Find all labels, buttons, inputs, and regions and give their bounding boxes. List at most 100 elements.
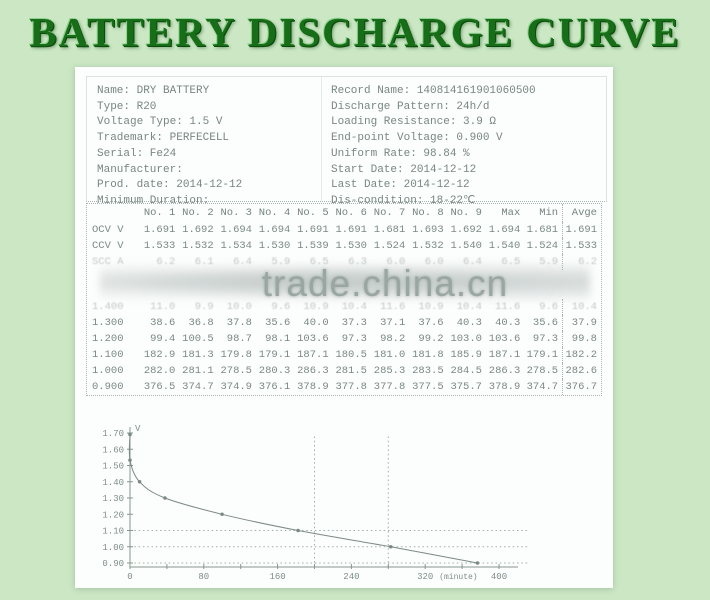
table-cell: 99.4 — [150, 333, 176, 345]
table-cell: 378.9 — [297, 381, 329, 393]
table-cell: 99.2 — [418, 333, 444, 345]
table-cell: 374.7 — [526, 381, 559, 393]
table-row-label: 1.400 — [92, 301, 124, 313]
info-line: Name: DRY BATTERY — [97, 85, 210, 97]
table-cell: 282.6 — [562, 363, 601, 379]
scanned-report: Name: DRY BATTERY Type: R20 Voltage Type: … — [75, 67, 613, 588]
table-cell: 37.3 — [341, 317, 367, 329]
table-cell: 1.691 — [335, 224, 367, 236]
table-cell: 180.5 — [335, 349, 367, 361]
table-row-label: 1.300 — [92, 317, 124, 329]
info-line: Uniform Rate: 98.84 % — [331, 147, 470, 160]
table-row: 1.100 182.9 181.3 179.8 179.1 187.1 180.5 181.0… — [87, 347, 601, 363]
table-cell: 98.1 — [265, 333, 291, 345]
table-cell: 103.6 — [297, 333, 329, 345]
results-table-box: No. 1 No. 2 No. 3 No. 4 No. 5 No. 6 No. 7 No. 8… — [86, 203, 602, 396]
table-cell: 1.539 — [297, 240, 329, 252]
svg-text:1.10: 1.10 — [102, 527, 124, 537]
info-line: Trademark: PERFECELL — [97, 132, 230, 145]
table-cell: 187.1 — [488, 349, 521, 361]
table-row: 1.400 11.0 9.9 10.0 9.6 10.9 10.4 11.6 10.9 10.4 1… — [87, 299, 601, 315]
table-cell: 376.7 — [562, 379, 601, 395]
table-cell: 1.681 — [526, 224, 559, 236]
svg-text:400: 400 — [491, 572, 507, 582]
table-cell: 6.2 — [141, 254, 179, 270]
svg-text:1.60: 1.60 — [102, 445, 124, 455]
table-cell: 1.532 — [182, 240, 214, 252]
info-line: Last Date: 2014-12-12 — [331, 179, 470, 192]
table-cell: 1.534 — [220, 240, 252, 252]
table-cell: 6.5 — [294, 254, 332, 270]
table-cell: 1.681 — [373, 224, 406, 236]
table-cell: 378.9 — [488, 381, 521, 393]
table-cell: 97.3 — [532, 333, 559, 345]
page-title: BATTERY DISCHARGE CURVE — [29, 9, 681, 55]
info-line: Start Date: 2014-12-12 — [331, 163, 477, 176]
info-line: Discharge Pattern: 24h/d — [331, 100, 490, 113]
table-row-label: 1.200 — [92, 333, 124, 345]
table-row-label: 1.000 — [92, 365, 124, 377]
table-cell: 181.0 — [373, 349, 406, 361]
watermark-text: trade.china.cn — [261, 263, 509, 304]
table-cell: 40.3 — [495, 317, 521, 329]
table-cell: 179.8 — [220, 349, 252, 361]
table-cell: 10.4 — [456, 301, 482, 313]
table-cell: 5.9 — [256, 254, 294, 270]
info-line: Voltage Type: 1.5 V — [97, 116, 223, 129]
table-cell: 6.4 — [218, 254, 256, 270]
table-cell: 37.6 — [418, 317, 444, 329]
table-cell: 6.5 — [486, 254, 524, 270]
table-cell: 1.694 — [220, 224, 252, 236]
svg-text:0.90: 0.90 — [102, 559, 124, 569]
info-column-left: Name: DRY BATTERY Type: R20 Voltage Type: … — [97, 84, 242, 210]
table-cell: 377.8 — [335, 381, 367, 393]
table-cell: 38.6 — [150, 317, 176, 329]
table-cell: 9.6 — [271, 301, 291, 313]
table-cell: 99.8 — [562, 331, 601, 347]
table-column-header: No. 7 — [373, 207, 406, 219]
table-cell: 11.0 — [150, 301, 176, 313]
table-cell: 179.1 — [526, 349, 559, 361]
table-cell: 1.693 — [412, 224, 444, 236]
svg-text:240: 240 — [343, 572, 359, 582]
table-row-label: OCV V — [92, 224, 124, 236]
table-cell: 1.530 — [335, 240, 367, 252]
svg-text:1.70: 1.70 — [102, 429, 124, 439]
table-cell: 1.692 — [182, 224, 214, 236]
table-cell: 9.9 — [194, 301, 214, 313]
table-cell: 377.5 — [412, 381, 444, 393]
table-cell: 6.3 — [333, 254, 371, 270]
table-row: 1.000 282.0 281.1 278.5 280.3 286.3 281.5 285.3… — [87, 363, 601, 379]
table-column-header: No. 2 — [182, 207, 214, 219]
table-column-header: Avge — [562, 204, 601, 222]
table-cell: 11.6 — [380, 301, 406, 313]
table-cell: 37.9 — [562, 315, 601, 331]
table-cell: 280.3 — [258, 365, 291, 377]
svg-text:80: 80 — [198, 572, 209, 582]
svg-text:320: 320 — [417, 572, 433, 582]
table-cell: 6.2 — [562, 254, 601, 270]
table-column-header: No. 3 — [220, 207, 252, 219]
table-cell: 10.9 — [418, 301, 444, 313]
table-cell: 6.4 — [448, 254, 486, 270]
table-cell: 182.9 — [143, 349, 176, 361]
info-column-right: Record Name: 140814161901060500 Discharge… — [331, 84, 536, 210]
table-column-header: No. 4 — [258, 207, 291, 219]
table-cell: 283.5 — [412, 365, 444, 377]
table-cell: 281.5 — [335, 365, 367, 377]
table-row-label: 1.100 — [92, 349, 124, 361]
table-cell: 1.540 — [450, 240, 482, 252]
info-line: Manufacturer: — [97, 163, 183, 176]
table-column-header: No. 1 — [143, 207, 176, 219]
svg-text:V: V — [135, 424, 141, 434]
table-cell: 6.0 — [409, 254, 447, 270]
table-column-header — [87, 204, 141, 222]
table-cell: 375.7 — [450, 381, 482, 393]
table-cell: 179.1 — [258, 349, 291, 361]
table-cell: 1.691 — [297, 224, 329, 236]
table-cell: 377.8 — [373, 381, 406, 393]
table-cell: 98.7 — [226, 333, 252, 345]
info-line: Type: R20 — [97, 100, 157, 113]
table-cell: 285.3 — [373, 365, 406, 377]
info-box: Name: DRY BATTERY Type: R20 Voltage Type: … — [86, 76, 607, 207]
